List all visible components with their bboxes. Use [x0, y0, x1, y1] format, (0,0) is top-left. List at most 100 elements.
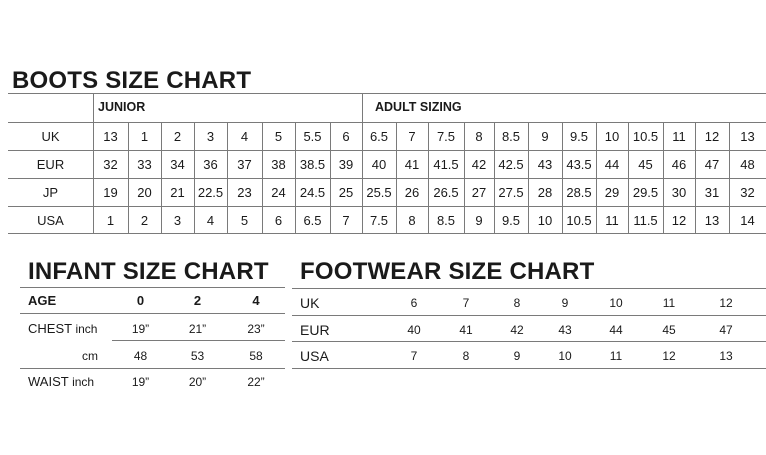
boots-size-cell: 37 — [237, 157, 252, 172]
boots-size-cell: 12 — [704, 129, 720, 144]
boots-size-cell: 5.5 — [303, 129, 322, 144]
boots-size-cell: 24.5 — [299, 185, 326, 200]
footwear-size-cell: 11 — [609, 349, 623, 363]
boots-size-cell: 38.5 — [299, 157, 326, 172]
boots-size-cell: 8 — [408, 213, 416, 228]
boots-size-cell: 13 — [103, 129, 118, 144]
boots-size-cell: 46 — [671, 157, 687, 172]
boots-size-cell: 33 — [137, 157, 152, 172]
boots-size-cell: 31 — [704, 185, 720, 200]
boots-col-divider — [528, 122, 529, 233]
boots-col-divider — [396, 122, 397, 233]
boots-col-divider — [295, 122, 296, 233]
footwear-size-cell: 10 — [609, 296, 623, 310]
boots-size-cell: 21 — [170, 185, 185, 200]
boots-size-cell: 36 — [203, 157, 218, 172]
infant-chest-value: 21” — [188, 322, 207, 336]
chest-label-text: CHEST — [28, 321, 72, 336]
boots-size-cell: 43.5 — [566, 157, 592, 172]
infant-age-value: 2 — [193, 293, 202, 308]
footwear-size-cell: 45 — [662, 323, 676, 337]
footwear-chart-title: FOOTWEAR SIZE CHART — [300, 258, 595, 285]
infant-divider — [20, 368, 285, 369]
boots-row-label: USA — [37, 213, 64, 228]
boots-row-divider — [8, 178, 766, 179]
boots-col-divider — [161, 122, 162, 233]
footwear-size-cell: 47 — [719, 323, 733, 337]
boots-col-divider — [362, 93, 363, 233]
infant-chest-value: 19” — [131, 322, 150, 336]
boots-size-cell: 10.5 — [632, 129, 659, 144]
boots-chart-title: BOOTS SIZE CHART — [12, 67, 252, 94]
boots-size-cell: 11.5 — [633, 213, 658, 228]
boots-size-cell: 27 — [471, 185, 487, 200]
boots-col-divider — [729, 122, 730, 233]
boots-size-cell: 5 — [274, 129, 283, 144]
boots-size-cell: 28.5 — [566, 185, 592, 200]
infant-divider — [112, 340, 285, 341]
boots-size-cell: 11 — [605, 213, 619, 228]
boots-col-divider — [464, 122, 465, 233]
boots-col-divider — [494, 122, 495, 233]
infant-age-value: 4 — [252, 293, 260, 308]
boots-size-cell: 9.5 — [501, 213, 521, 228]
infant-waist-value: 20” — [188, 375, 207, 389]
footwear-size-cell: 11 — [662, 296, 676, 310]
footwear-size-cell: 42 — [510, 323, 524, 337]
boots-size-cell: 12 — [671, 213, 687, 228]
footwear-size-cell: 7 — [462, 296, 470, 310]
footwear-size-cell: 13 — [719, 349, 733, 363]
boots-size-cell: 45 — [638, 157, 653, 172]
boots-size-cell: 8.5 — [436, 213, 456, 228]
boots-size-cell: 7 — [342, 213, 350, 228]
boots-size-cell: 41 — [404, 157, 420, 172]
chest-unit-text: inch — [75, 322, 98, 336]
boots-size-cell: 34 — [170, 157, 185, 172]
boots-row-divider — [8, 150, 766, 151]
boots-size-cell: 25 — [338, 185, 354, 200]
infant-age-header: AGE — [28, 293, 57, 308]
boots-col-divider — [262, 122, 263, 233]
boots-size-cell: 25.5 — [366, 185, 392, 200]
boots-size-cell: 29.5 — [632, 185, 659, 200]
boots-col-divider — [227, 122, 228, 233]
boots-size-cell: 8 — [475, 129, 483, 144]
infant-waist-value: 19” — [131, 375, 150, 389]
boots-size-cell: 32 — [740, 185, 755, 200]
boots-size-cell: 7.5 — [436, 129, 456, 144]
infant-age-value: 0 — [136, 293, 145, 308]
footwear-size-cell: 9 — [561, 296, 569, 310]
boots-col-divider — [330, 122, 331, 233]
boots-size-cell: 30 — [671, 185, 687, 200]
footwear-size-cell: 8 — [462, 349, 470, 363]
footwear-size-cell: 44 — [609, 323, 623, 337]
boots-size-cell: 47 — [704, 157, 720, 172]
boots-size-cell: 26.5 — [433, 185, 459, 200]
boots-size-cell: 9.5 — [569, 129, 589, 144]
boots-size-cell: 6.5 — [369, 129, 389, 144]
boots-size-cell: 3 — [206, 129, 215, 144]
boots-size-cell: 7 — [408, 129, 416, 144]
boots-size-cell: 42.5 — [498, 157, 524, 172]
boots-size-cell: 48 — [740, 157, 755, 172]
footwear-size-cell: 8 — [513, 296, 521, 310]
boots-size-cell: 44 — [604, 157, 620, 172]
footwear-row-label: UK — [300, 295, 320, 311]
boots-size-cell: 5 — [240, 213, 249, 228]
boots-row-divider — [8, 93, 766, 94]
footwear-divider — [292, 368, 766, 369]
boots-size-cell: 14 — [740, 213, 755, 228]
boots-size-cell: 1 — [140, 129, 149, 144]
boots-row-divider — [8, 206, 766, 207]
boots-col-divider — [663, 122, 664, 233]
footwear-size-cell: 12 — [662, 349, 676, 363]
footwear-size-cell: 12 — [719, 296, 733, 310]
boots-size-cell: 23 — [237, 185, 252, 200]
waist-label-text: WAIST — [28, 374, 69, 389]
boots-adult-header: ADULT SIZING — [375, 100, 462, 114]
boots-size-cell: 9 — [475, 213, 483, 228]
boots-size-cell: 3 — [173, 213, 182, 228]
footwear-size-cell: 43 — [558, 323, 572, 337]
boots-size-cell: 39 — [338, 157, 354, 172]
infant-chart-title: INFANT SIZE CHART — [28, 258, 269, 285]
